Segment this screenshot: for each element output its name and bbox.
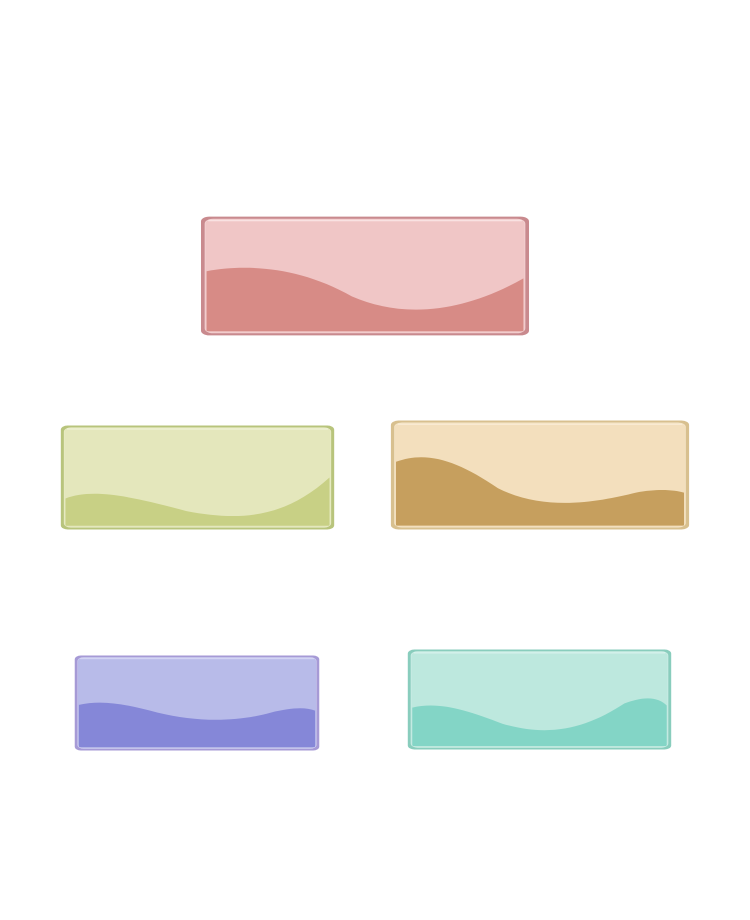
green-tile bbox=[60, 425, 335, 530]
tile-inner-edge bbox=[395, 423, 686, 528]
red-tile-graphic bbox=[200, 216, 530, 336]
tile-inner-edge bbox=[205, 219, 525, 333]
tile-highlight bbox=[80, 658, 314, 660]
green-tile-graphic bbox=[60, 425, 335, 530]
tile-inner-edge bbox=[64, 428, 331, 528]
tile-inner-edge bbox=[78, 657, 317, 748]
tile-wave bbox=[78, 702, 316, 748]
tile-wave bbox=[206, 267, 524, 332]
tile-wave bbox=[396, 457, 684, 526]
red-tile bbox=[200, 216, 530, 336]
tile-highlight bbox=[397, 423, 683, 425]
tile-highlight bbox=[208, 219, 522, 222]
purple-tile bbox=[74, 655, 320, 751]
orange-tile-graphic bbox=[390, 420, 690, 530]
tile-highlight bbox=[66, 428, 329, 430]
orange-tile bbox=[390, 420, 690, 530]
teal-tile bbox=[407, 649, 672, 750]
tile-inner-edge bbox=[411, 652, 668, 748]
tile-highlight bbox=[413, 652, 666, 654]
teal-tile-graphic bbox=[407, 649, 672, 750]
tile-wave bbox=[65, 477, 330, 526]
purple-tile-graphic bbox=[74, 655, 320, 751]
tile-wave bbox=[412, 698, 667, 746]
